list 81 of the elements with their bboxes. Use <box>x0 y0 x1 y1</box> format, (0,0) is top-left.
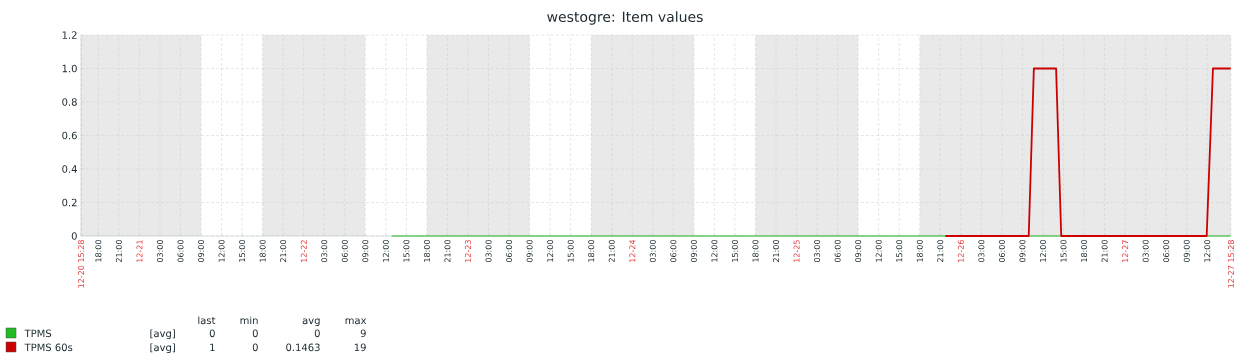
x-tick-label: 12:00 <box>711 240 718 262</box>
x-tick-label: 15:00 <box>1060 240 1067 262</box>
x-tick-label: 12-23 <box>464 240 472 262</box>
x-tick-label: 09:00 <box>1183 240 1190 263</box>
text: 0 <box>209 329 215 338</box>
y-tick-label: 0.8 <box>62 98 77 106</box>
x-tick-label: 12:00 <box>382 240 389 262</box>
y-tick-label: 1.2 <box>62 31 77 39</box>
x-tick-label: 09:00 <box>198 240 205 263</box>
x-tick-label: 06:00 <box>834 240 841 263</box>
x-tick-label: 03:00 <box>1142 240 1149 263</box>
chart-title: westogre: Item values <box>547 11 703 25</box>
x-tick-label: 15:00 <box>896 240 903 262</box>
x-tick-label: 21:00 <box>608 240 615 262</box>
x-tick-label: 12:00 <box>1204 240 1211 262</box>
x-tick-label: 12-27 15:28 <box>1227 240 1235 288</box>
x-tick-label: 03:00 <box>156 240 163 263</box>
x-tick-label: 09:00 <box>362 240 369 263</box>
text: 0 <box>252 343 258 352</box>
y-tick-label: 0.2 <box>62 198 77 207</box>
x-tick-label: 21:00 <box>772 240 780 262</box>
x-tick-label: 21:00 <box>1101 240 1108 262</box>
text: [avg] <box>150 329 175 340</box>
x-tick-label: 06:00 <box>670 240 677 263</box>
x-tick-label: 06:00 <box>341 240 348 263</box>
x-tick-label: 18:00 <box>423 240 430 262</box>
legend-label: TPMS <box>24 329 52 338</box>
x-tick-label: 09:00 <box>855 240 862 263</box>
x-tick-label: 18:00 <box>916 240 923 262</box>
y-tick-label: 0.4 <box>62 165 77 173</box>
x-tick-label: 09:00 <box>526 240 533 263</box>
x-tick-label: 12:00 <box>218 240 225 262</box>
x-tick-label: 06:00 <box>177 240 184 263</box>
text: avg <box>302 318 320 327</box>
x-tick-label: 18:00 <box>1081 240 1088 262</box>
x-tick-label: 03:00 <box>485 240 492 263</box>
x-tick-label: 09:00 <box>1019 240 1026 263</box>
x-tick-label: 12:00 <box>875 240 882 262</box>
x-tick-label: 12:00 <box>547 240 554 262</box>
text: 1 <box>210 343 215 351</box>
text: min <box>240 316 258 324</box>
x-tick-label: 12-24 <box>629 239 636 262</box>
x-tick-label: 18:00 <box>259 240 266 262</box>
x-tick-label: 06:00 <box>1163 240 1170 263</box>
x-tick-label: 03:00 <box>978 240 985 263</box>
x-tick-label: 12-22 <box>300 240 307 262</box>
legend-label: TPMS 60s <box>24 343 73 352</box>
x-tick-label: 09:00 <box>690 240 697 263</box>
text: [avg] <box>150 343 175 354</box>
x-tick-label: 18:00 <box>95 240 102 262</box>
x-tick-label: 15:00 <box>403 240 410 262</box>
x-tick-label: 18:00 <box>588 240 595 262</box>
x-tick-label: 21:00 <box>444 240 451 262</box>
x-tick-label: 06:00 <box>506 240 513 263</box>
text: 9 <box>360 329 366 338</box>
text: 0 <box>314 329 320 338</box>
x-tick-label: 12-25 <box>793 240 800 262</box>
x-tick-label: 21:00 <box>280 240 287 262</box>
x-tick-label: 03:00 <box>814 240 821 263</box>
x-tick-label: 12-21 <box>136 240 143 262</box>
x-tick-label: 15:00 <box>731 240 738 262</box>
text: 0.1463 <box>286 343 320 352</box>
x-tick-label: 12-20 15:28 <box>77 240 85 288</box>
text: max <box>345 318 367 325</box>
x-tick-label: 03:00 <box>321 240 328 263</box>
text: last <box>198 316 216 325</box>
x-tick-label: 12-27 <box>1122 240 1129 262</box>
y-tick-label: 0.6 <box>62 131 77 140</box>
x-tick-label: 21:00 <box>937 240 944 262</box>
x-tick-label: 06:00 <box>998 240 1005 263</box>
y-tick-label: 0 <box>71 232 77 240</box>
x-tick-label: 12-26 <box>957 240 964 262</box>
x-tick-label: 03:00 <box>649 240 656 263</box>
text: 0 <box>252 329 258 338</box>
x-tick-label: 21:00 <box>115 240 122 262</box>
text: 19 <box>354 343 366 352</box>
x-tick-label: 15:00 <box>567 240 574 262</box>
x-tick-label: 15:00 <box>239 240 246 262</box>
x-tick-label: 12:00 <box>1039 240 1046 262</box>
y-tick-label: 1.0 <box>62 64 77 73</box>
x-tick-label: 18:00 <box>752 240 759 262</box>
